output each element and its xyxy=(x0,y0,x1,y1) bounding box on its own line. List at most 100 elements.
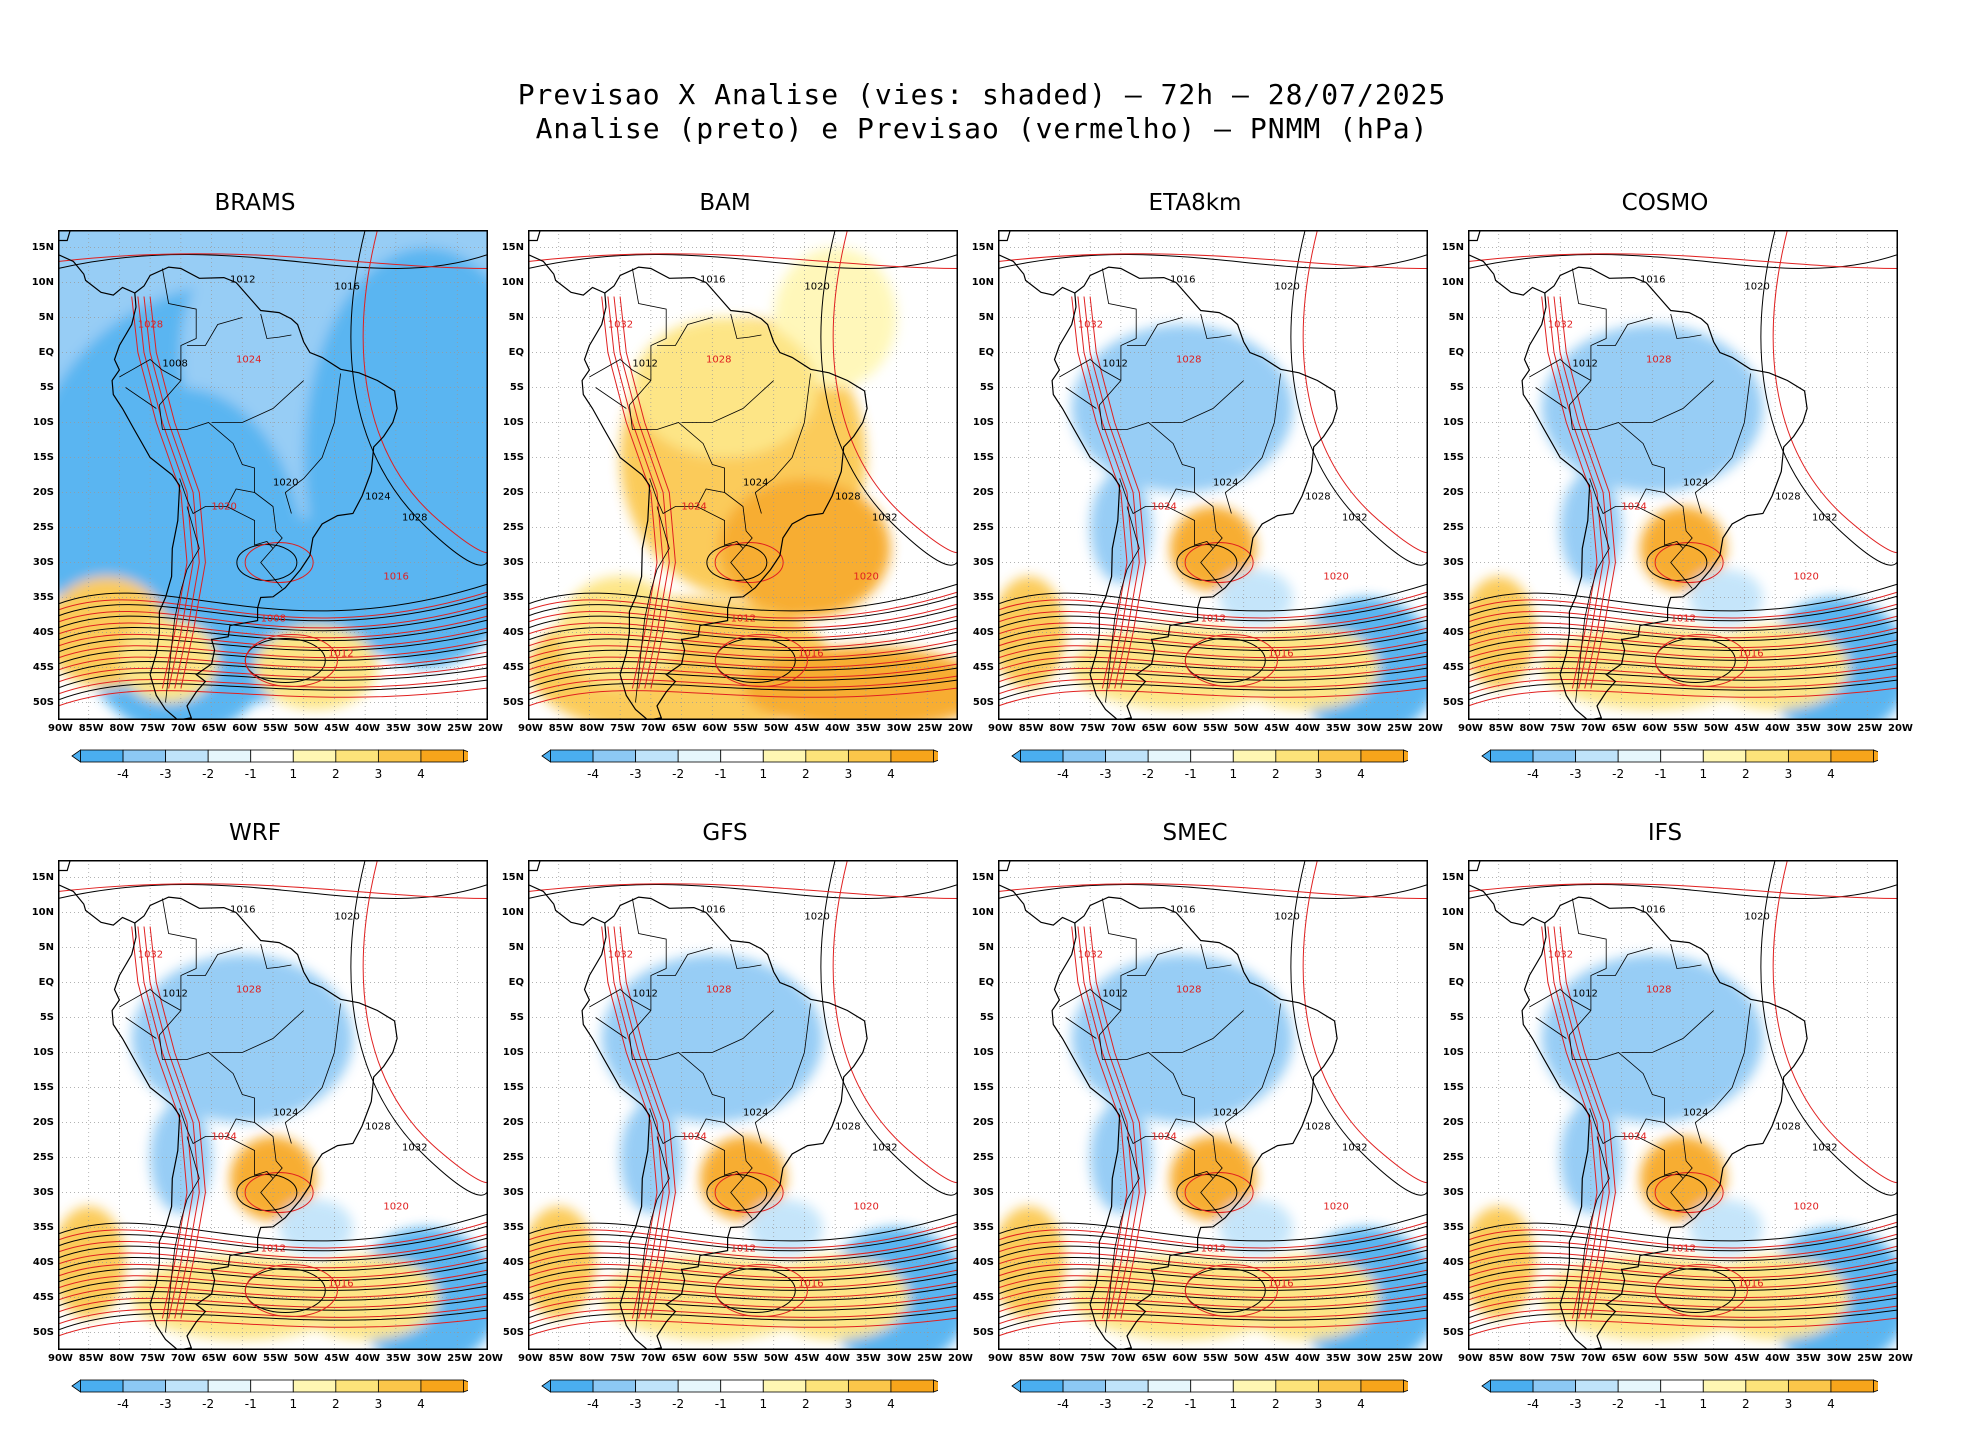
lat-tick-label: 50S xyxy=(32,1326,54,1338)
colorbar-label: -2 xyxy=(202,767,214,781)
lat-tick-label: 25S xyxy=(32,1151,54,1163)
colorbar-label: 1 xyxy=(759,1397,767,1411)
lat-tick-label: 35S xyxy=(502,591,524,603)
colorbar-arrow-right xyxy=(1403,1379,1408,1393)
lon-tick-label: 25W xyxy=(1857,1353,1883,1364)
colorbar-label: -3 xyxy=(160,767,172,781)
isobar-label-forecast: 1032 xyxy=(608,950,633,961)
colorbar-swatch xyxy=(1275,1379,1319,1393)
lon-tick-label: 65W xyxy=(671,1353,697,1364)
colorbar-swatch xyxy=(1830,1379,1874,1393)
isobar-label-forecast: 1024 xyxy=(236,355,261,366)
colorbar-label: -4 xyxy=(1057,1397,1069,1411)
lat-tick-label: EQ xyxy=(1448,976,1464,988)
lon-tick-label: 90W xyxy=(1458,1353,1483,1364)
isobar-label-analysis: 1024 xyxy=(365,492,390,503)
lat-tick-label: 15S xyxy=(972,1081,994,1093)
forecast-isobars xyxy=(998,230,1428,707)
colorbar-swatch xyxy=(592,1379,637,1393)
lat-tick-label: 5S xyxy=(39,381,54,393)
isobar-label-analysis: 1020 xyxy=(804,912,829,923)
lon-tick-label: 60W xyxy=(1172,1353,1198,1364)
isobar-label-analysis: 1012 xyxy=(1102,359,1127,370)
lon-tick-label: 50W xyxy=(1233,723,1259,734)
colorbar-label: -2 xyxy=(1142,1397,1154,1411)
lon-tick-label: 75W xyxy=(1080,723,1106,734)
map-frame xyxy=(1468,230,1898,720)
colorbar-label: -3 xyxy=(160,1397,172,1411)
lat-tick-label: 20S xyxy=(502,1116,524,1128)
lat-tick-label: EQ xyxy=(38,346,54,358)
isobar-label-analysis: 1012 xyxy=(1102,989,1127,1000)
lat-tick-label: 40S xyxy=(972,1256,994,1268)
colorbar-label: 4 xyxy=(1827,767,1835,781)
lat-tick-label: 5S xyxy=(39,1011,54,1023)
lon-tick-label: 70W xyxy=(170,723,196,734)
colorbar-swatch xyxy=(1147,749,1192,763)
isobar-label-analysis: 1028 xyxy=(402,513,427,524)
isobar-label-analysis: 1016 xyxy=(1640,275,1665,286)
isobar-label-forecast: 1028 xyxy=(1176,355,1201,366)
lon-tick-label: 45W xyxy=(794,723,820,734)
lon-tick-label: 40W xyxy=(1765,1353,1791,1364)
lat-tick-label: 20S xyxy=(972,486,994,498)
lat-tick-label: 50S xyxy=(1442,1326,1464,1338)
colorbar-swatch xyxy=(1617,749,1662,763)
lon-tick-label: 75W xyxy=(140,1353,166,1364)
isobar-label-forecast: 1016 xyxy=(383,572,408,583)
colorbar-swatch xyxy=(1360,1379,1404,1393)
lon-tick-label: 70W xyxy=(640,1353,666,1364)
isobar-label-forecast: 1024 xyxy=(1621,502,1646,513)
map-cosmo: 1012 1012 1016 1016 1020 1020 1024 1024 1028 1028… xyxy=(1468,230,1898,720)
lon-tick-label: 45W xyxy=(794,1353,820,1364)
lon-tick-label: 20W xyxy=(1888,1353,1913,1364)
lat-tick-label: 10S xyxy=(502,416,524,428)
lat-tick-label: 5S xyxy=(979,381,994,393)
panel-title: BAM xyxy=(699,190,751,216)
lon-tick-label: 55W xyxy=(733,1353,758,1364)
forecast-isobars xyxy=(58,860,488,1337)
lon-tick-label: 75W xyxy=(1080,1353,1106,1364)
lon-tick-label: 30W xyxy=(1356,723,1382,734)
colorbar-label: -4 xyxy=(587,767,599,781)
lat-tick-label: 5S xyxy=(1449,381,1464,393)
colorbar-swatch xyxy=(635,749,679,763)
lon-tick-label: 35W xyxy=(1795,723,1821,734)
colorbar-label: -3 xyxy=(630,1397,642,1411)
isobar-label-analysis: 1016 xyxy=(1170,905,1195,916)
lat-tick-label: 5S xyxy=(509,1011,524,1023)
lon-tick-label: 20W xyxy=(478,1353,503,1364)
lat-tick-label: 20S xyxy=(502,486,524,498)
lat-tick-label: 15N xyxy=(31,241,54,253)
colorbar-swatch xyxy=(1787,1379,1832,1393)
lon-tick-label: 85W xyxy=(78,1353,104,1364)
lat-tick-label: 10S xyxy=(502,1046,524,1058)
lon-tick-label: 60W xyxy=(1172,723,1198,734)
lat-tick-label: 35S xyxy=(1442,591,1464,603)
lon-tick-label: 70W xyxy=(1110,723,1136,734)
colorbar-label: -2 xyxy=(1612,767,1624,781)
bias-shading xyxy=(58,954,488,1350)
country-borders xyxy=(119,268,341,703)
lon-tick-label: 50W xyxy=(1703,1353,1729,1364)
panel-wrf: WRF 1012 1012 1016 1016 1020 1020 1024 1024 1028 1… xyxy=(20,820,503,1440)
lon-tick-label: 35W xyxy=(1325,1353,1351,1364)
lon-tick-label: 85W xyxy=(1488,723,1514,734)
colorbar-swatch xyxy=(805,1379,849,1393)
colorbar-swatch xyxy=(1105,1379,1149,1393)
colorbar-swatch xyxy=(1020,1379,1064,1393)
colorbar-swatch xyxy=(1062,749,1107,763)
lon-tick-label: 50W xyxy=(293,1353,319,1364)
isobar-label-forecast: 1020 xyxy=(853,572,878,583)
isobar-label-forecast: 1016 xyxy=(1738,1279,1763,1290)
lat-tick-label: 45S xyxy=(972,1291,994,1303)
colorbar-arrow-right xyxy=(1873,749,1878,763)
lat-tick-label: 40S xyxy=(1442,626,1464,638)
lon-tick-label: 35W xyxy=(855,1353,881,1364)
lon-tick-label: 55W xyxy=(1203,723,1228,734)
isobar-label-analysis: 1028 xyxy=(1305,1122,1330,1133)
isobar-label-analysis: 1032 xyxy=(1812,1143,1837,1154)
lat-tick-label: 45S xyxy=(32,1291,54,1303)
panel-title: WRF xyxy=(229,820,281,846)
lat-tick-label: 5N xyxy=(38,941,54,953)
